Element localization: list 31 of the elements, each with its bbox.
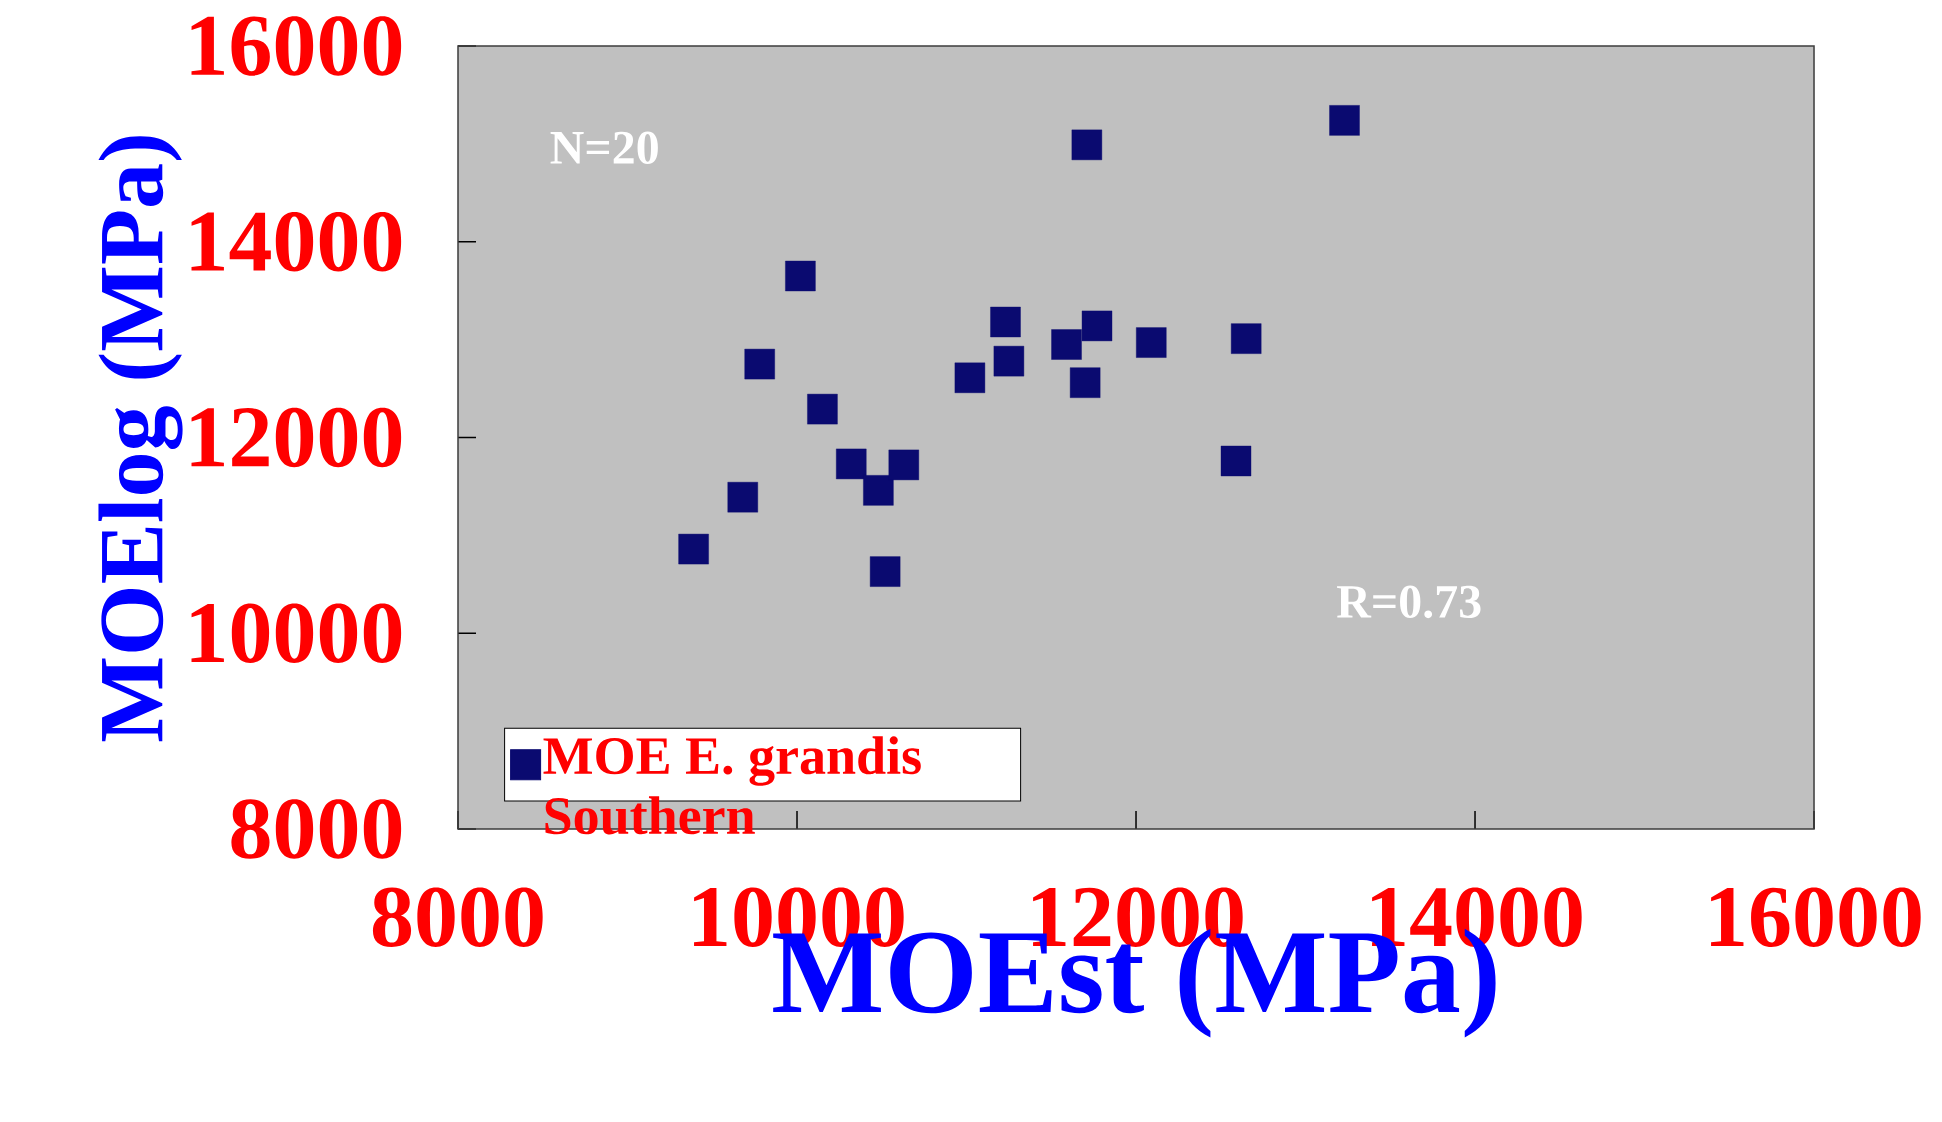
point	[1051, 329, 1082, 360]
point	[1081, 310, 1113, 342]
point	[727, 482, 758, 513]
point	[1230, 323, 1262, 354]
x-tick-label: 16000	[1711, 887, 1921, 947]
x-tick-label: 8000	[372, 887, 543, 947]
legend-label: MOE E. grandis Southern	[543, 736, 921, 835]
point	[888, 449, 919, 481]
y-tick-label: 16000	[191, 16, 402, 76]
point	[954, 362, 986, 393]
point	[1136, 327, 1167, 358]
point	[863, 475, 894, 506]
point	[1329, 105, 1360, 136]
point	[869, 556, 901, 587]
y-axis-title: MOElog (MPa)	[98, 136, 183, 742]
point	[785, 260, 816, 292]
annotation: N=20	[550, 131, 658, 164]
point	[807, 393, 838, 425]
annotation: R=0.73	[1336, 585, 1481, 619]
y-tick-label: 8000	[231, 799, 402, 859]
point	[990, 306, 1021, 338]
point	[1220, 445, 1252, 477]
point	[836, 448, 867, 480]
y-tick-label: 12000	[191, 407, 402, 468]
point	[1071, 129, 1103, 161]
point	[678, 533, 709, 565]
point	[993, 345, 1025, 377]
point	[744, 348, 775, 380]
y-tick-label: 10000	[191, 603, 402, 663]
point	[1069, 367, 1101, 398]
y-tick-label: 14000	[191, 212, 402, 272]
